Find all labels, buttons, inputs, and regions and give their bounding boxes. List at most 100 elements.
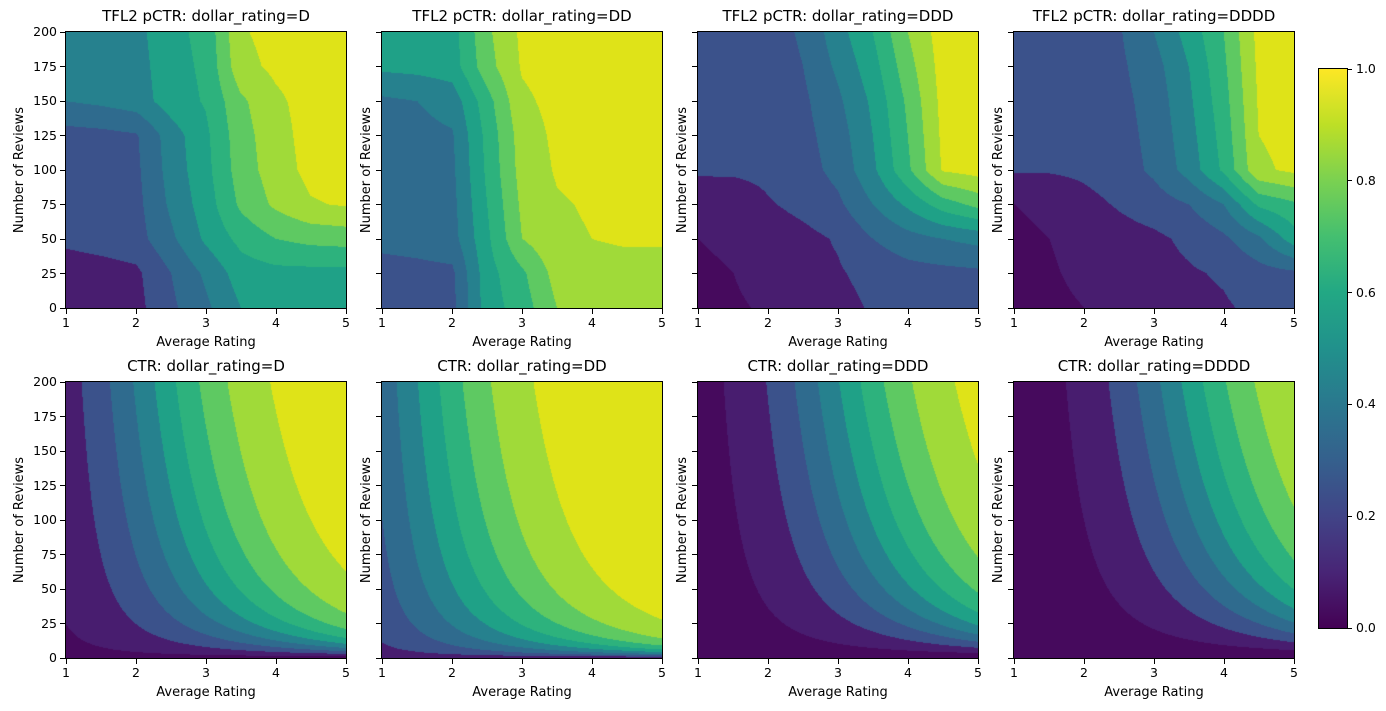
x-tick-label: 3 [202,315,210,330]
y-tick-mark [692,588,697,590]
x-axis-label: Average Rating [472,335,572,350]
y-axis-label: Number of Reviews [359,106,374,234]
x-tick-mark [381,659,383,664]
x-tick-label: 1 [694,665,702,680]
contour-canvas [1013,381,1295,659]
x-tick-mark [65,659,67,664]
colorbar-tick-label: 0.6 [1356,284,1376,300]
contour-canvas [65,31,347,309]
colorbar-tick-mark [1347,68,1352,70]
x-tick-label: 5 [342,315,350,330]
y-tick-mark [60,416,65,417]
y-tick-mark [1008,66,1013,67]
y-tick-mark [60,169,65,171]
y-axis-label: Number of Reviews [675,106,690,234]
x-tick-label: 5 [658,665,666,680]
y-tick-mark [1008,623,1013,624]
colorbar-tick-label: 0.2 [1356,508,1376,524]
x-tick-mark [697,309,699,314]
colorbar-tick-mark [1347,627,1352,629]
x-tick-label: 2 [448,665,456,680]
colorbar-tick-mark [1347,515,1352,517]
contour-canvas [697,381,979,659]
x-tick-label: 1 [1010,665,1018,680]
y-tick-label: 100 [33,162,57,177]
colorbar-tick-mark [1347,180,1352,182]
x-tick-label: 3 [1150,315,1158,330]
contour-canvas [381,381,663,659]
x-tick-mark [205,309,207,314]
y-axis-label: Number of Reviews [675,456,690,584]
x-tick-label: 2 [132,665,140,680]
colorbar-tick-label: 1.0 [1356,61,1376,76]
y-tick-mark [376,307,381,309]
y-tick-label: 50 [41,231,57,246]
x-tick-label: 4 [904,315,912,330]
x-tick-mark [977,659,979,664]
x-tick-mark [907,309,909,314]
x-tick-label: 5 [342,665,350,680]
y-tick-mark [376,238,381,240]
x-tick-mark [521,309,523,314]
y-tick-mark [1008,238,1013,240]
x-axis-label: Average Rating [472,685,572,700]
y-tick-label: 125 [33,477,57,493]
y-axis-label: Number of Reviews [991,106,1006,234]
colorbar-gradient [1318,68,1348,629]
y-tick-mark [376,450,381,452]
colorbar-tick-label: 0.8 [1356,172,1376,188]
y-tick-mark [692,519,697,521]
y-tick-mark [376,485,381,486]
y-tick-mark [692,169,697,171]
y-tick-label: 25 [41,615,57,631]
y-tick-mark [692,204,697,205]
y-tick-mark [376,135,381,136]
y-tick-mark [1008,416,1013,417]
y-tick-mark [60,450,65,452]
x-tick-mark [977,309,979,314]
y-tick-mark [692,273,697,274]
x-axis-label: Average Rating [1104,335,1204,350]
colorbar-tick-label: 0.4 [1356,396,1376,412]
plot-title: TFL2 pCTR: dollar_rating=DD [412,7,632,25]
x-tick-mark [1153,659,1155,664]
y-tick-mark [1008,100,1013,102]
y-tick-mark [692,381,697,383]
y-tick-label: 50 [41,581,57,596]
x-tick-mark [135,309,137,314]
y-tick-mark [692,135,697,136]
y-tick-mark [60,519,65,521]
plot-title: TFL2 pCTR: dollar_rating=DDD [722,7,954,25]
x-tick-mark [451,659,453,664]
x-tick-mark [135,659,137,664]
y-tick-mark [692,66,697,67]
y-tick-label: 150 [33,443,57,458]
plot-title: CTR: dollar_rating=DD [437,357,607,375]
x-axis-label: Average Rating [788,685,888,700]
y-tick-mark [376,554,381,555]
colorbar-tick-mark [1347,292,1352,294]
x-tick-mark [837,659,839,664]
x-tick-label: 4 [588,665,596,680]
y-tick-mark [60,588,65,590]
x-tick-label: 1 [1010,315,1018,330]
x-tick-label: 1 [378,315,386,330]
x-tick-mark [1013,659,1015,664]
contour-canvas [1013,31,1295,309]
x-tick-mark [345,659,347,664]
y-tick-label: 0 [49,300,57,315]
x-tick-label: 3 [1150,665,1158,680]
y-tick-label: 200 [33,374,57,389]
x-tick-mark [1223,659,1225,664]
y-tick-mark [376,416,381,417]
x-tick-label: 5 [658,315,666,330]
contour-canvas [65,381,347,659]
y-tick-mark [692,623,697,624]
y-tick-mark [60,238,65,240]
y-tick-mark [1008,307,1013,309]
plot-title: CTR: dollar_rating=DDDD [1057,357,1251,375]
x-tick-mark [1153,309,1155,314]
x-tick-label: 1 [378,665,386,680]
y-tick-label: 75 [41,196,57,212]
